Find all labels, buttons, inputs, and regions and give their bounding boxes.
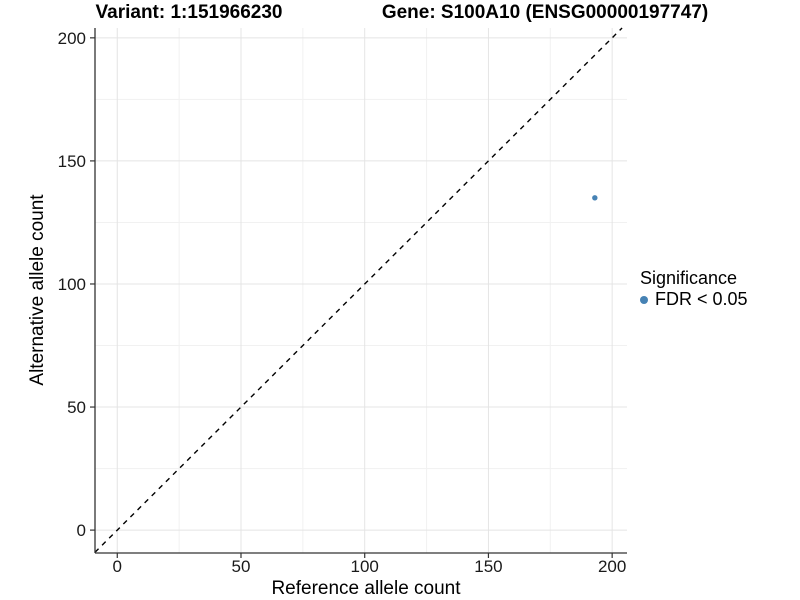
- variant-title: Variant: 1:151966230: [95, 2, 283, 23]
- gene-title: Gene: S100A10 (ENSG00000197747): [381, 2, 709, 23]
- x-tick-label: 100: [351, 557, 379, 576]
- legend: Significance FDR < 0.05: [640, 268, 748, 310]
- y-tick-label: 50: [67, 398, 86, 417]
- x-tick-label: 50: [232, 557, 251, 576]
- x-tick-label: 0: [113, 557, 122, 576]
- data-point: [592, 195, 598, 201]
- y-tick-label: 150: [58, 152, 86, 171]
- x-tick-label: 200: [598, 557, 626, 576]
- y-axis-title: Alternative allele count: [27, 194, 48, 386]
- legend-point-icon: [640, 295, 648, 304]
- legend-title: Significance: [640, 268, 738, 288]
- x-axis-title: Reference allele count: [271, 578, 461, 599]
- x-tick-label: 150: [474, 557, 502, 576]
- identity-line: [94, 27, 623, 553]
- y-tick-label: 100: [58, 275, 86, 294]
- y-tick-label: 0: [77, 521, 86, 540]
- legend-item-label: FDR < 0.05: [655, 289, 748, 309]
- y-tick-label: 200: [58, 29, 86, 48]
- legend-item: FDR < 0.05: [640, 289, 748, 310]
